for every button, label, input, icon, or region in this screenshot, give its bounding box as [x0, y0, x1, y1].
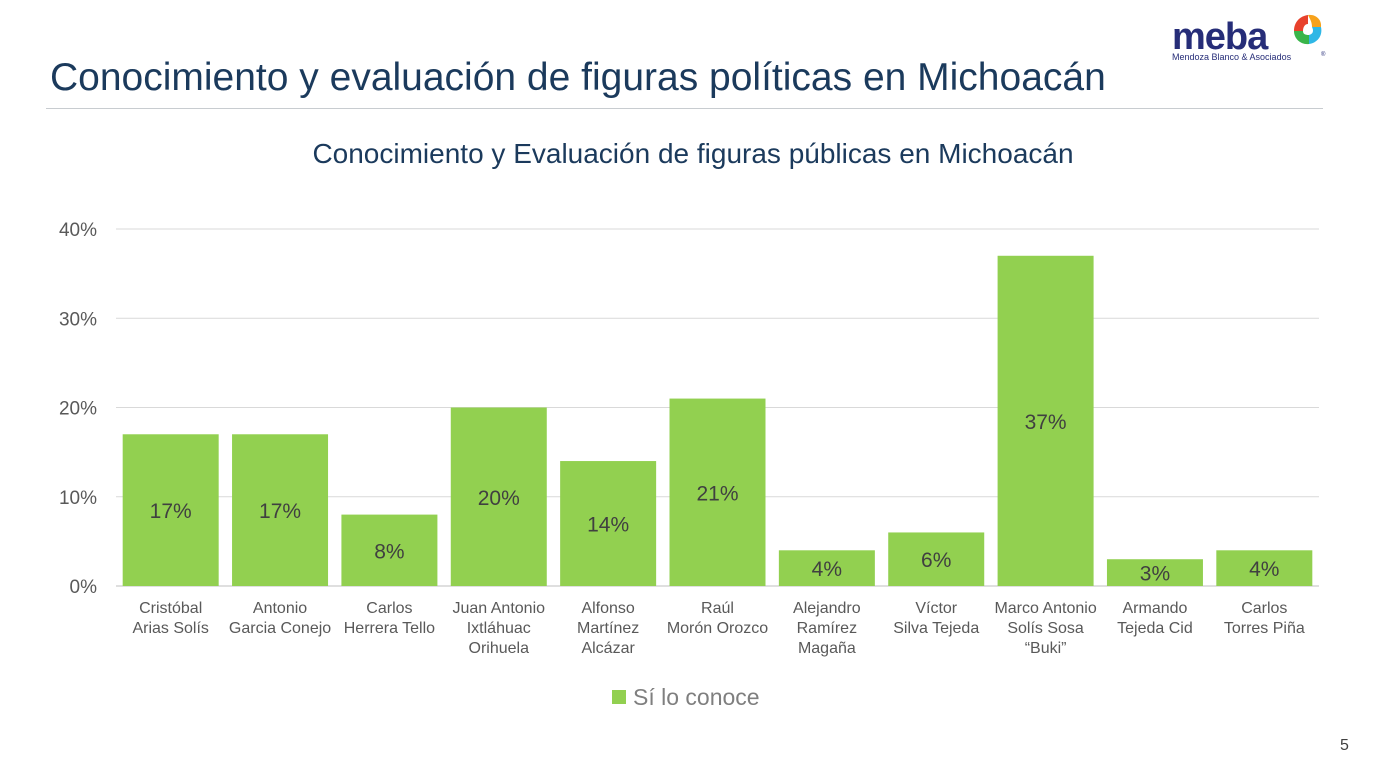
y-tick-label: 0%	[70, 577, 98, 598]
x-category-label: Herrera Tello	[344, 620, 435, 637]
data-label: 6%	[921, 549, 951, 572]
x-category-label: Carlos	[1241, 600, 1287, 617]
data-label: 3%	[1140, 563, 1170, 586]
x-category-label: Carlos	[366, 600, 412, 617]
x-category-label: Alfonso	[581, 600, 634, 617]
x-category-label: Silva Tejeda	[893, 620, 979, 637]
bar	[560, 461, 657, 586]
chart-title: Conocimiento y Evaluación de figuras púb…	[312, 138, 1074, 169]
bar	[778, 550, 875, 586]
x-category-label: Ixtláhuac	[467, 620, 531, 637]
bar	[1106, 559, 1203, 586]
x-category-label: Magaña	[798, 640, 856, 657]
x-category-label: Ramírez	[797, 620, 857, 637]
x-category-label: Solís Sosa	[1007, 620, 1084, 637]
y-tick-label: 20%	[59, 399, 97, 420]
data-label: 8%	[374, 540, 404, 563]
data-label: 4%	[812, 558, 842, 581]
x-category-label: Garcia Conejo	[229, 620, 331, 637]
data-label: 21%	[696, 482, 738, 505]
data-label: 4%	[1249, 558, 1279, 581]
bar	[1216, 550, 1313, 586]
x-category-label: Orihuela	[469, 640, 530, 657]
logo-wordmark: meba	[1172, 16, 1268, 58]
x-category-label: Armando	[1122, 600, 1187, 617]
y-tick-label: 30%	[59, 309, 97, 330]
x-category-label: Alejandro	[793, 600, 861, 617]
data-label: 20%	[478, 487, 520, 510]
legend-label: Sí lo conoce	[633, 683, 760, 710]
x-category-label: Víctor	[915, 600, 957, 617]
x-category-label: Cristóbal	[139, 600, 202, 617]
x-category-label: Torres Piña	[1224, 620, 1305, 637]
y-tick-label: 40%	[59, 220, 97, 241]
page-number: 5	[1340, 737, 1349, 754]
slide-title: Conocimiento y evaluación de figuras pol…	[50, 56, 1106, 99]
data-label: 14%	[587, 514, 629, 537]
x-category-label: Tejeda Cid	[1117, 620, 1193, 637]
x-category-label: Juan Antonio	[453, 600, 546, 617]
chart-legend: Sí lo conoce	[612, 684, 760, 710]
bar	[341, 514, 438, 586]
bar	[997, 255, 1094, 586]
bar	[450, 407, 547, 586]
x-category-label: “Buki”	[1025, 640, 1067, 657]
y-tick-label: 10%	[59, 488, 97, 509]
data-label: 17%	[259, 500, 301, 523]
title-divider	[46, 108, 1323, 109]
meba-logo: meba Mendoza Blanco & Asociados ®	[1168, 12, 1328, 62]
bar	[669, 398, 766, 586]
x-category-label: Alcázar	[581, 640, 635, 657]
x-category-label: Martínez	[577, 620, 639, 637]
bar	[122, 434, 219, 586]
logo-subtitle: Mendoza Blanco & Asociados	[1172, 52, 1292, 62]
logo-registered-mark: ®	[1321, 52, 1326, 58]
legend-swatch	[612, 690, 626, 704]
x-category-label: Marco Antonio	[994, 600, 1096, 617]
x-category-label: Antonio	[253, 600, 307, 617]
bar	[888, 532, 985, 586]
x-category-label: Raúl	[701, 600, 734, 617]
data-label: 37%	[1025, 411, 1067, 434]
data-label: 17%	[150, 500, 192, 523]
bar	[232, 434, 329, 586]
logo-swirl-icon	[1294, 14, 1322, 45]
x-category-label: Morón Orozco	[667, 620, 768, 637]
x-category-label: Arias Solís	[132, 620, 208, 637]
